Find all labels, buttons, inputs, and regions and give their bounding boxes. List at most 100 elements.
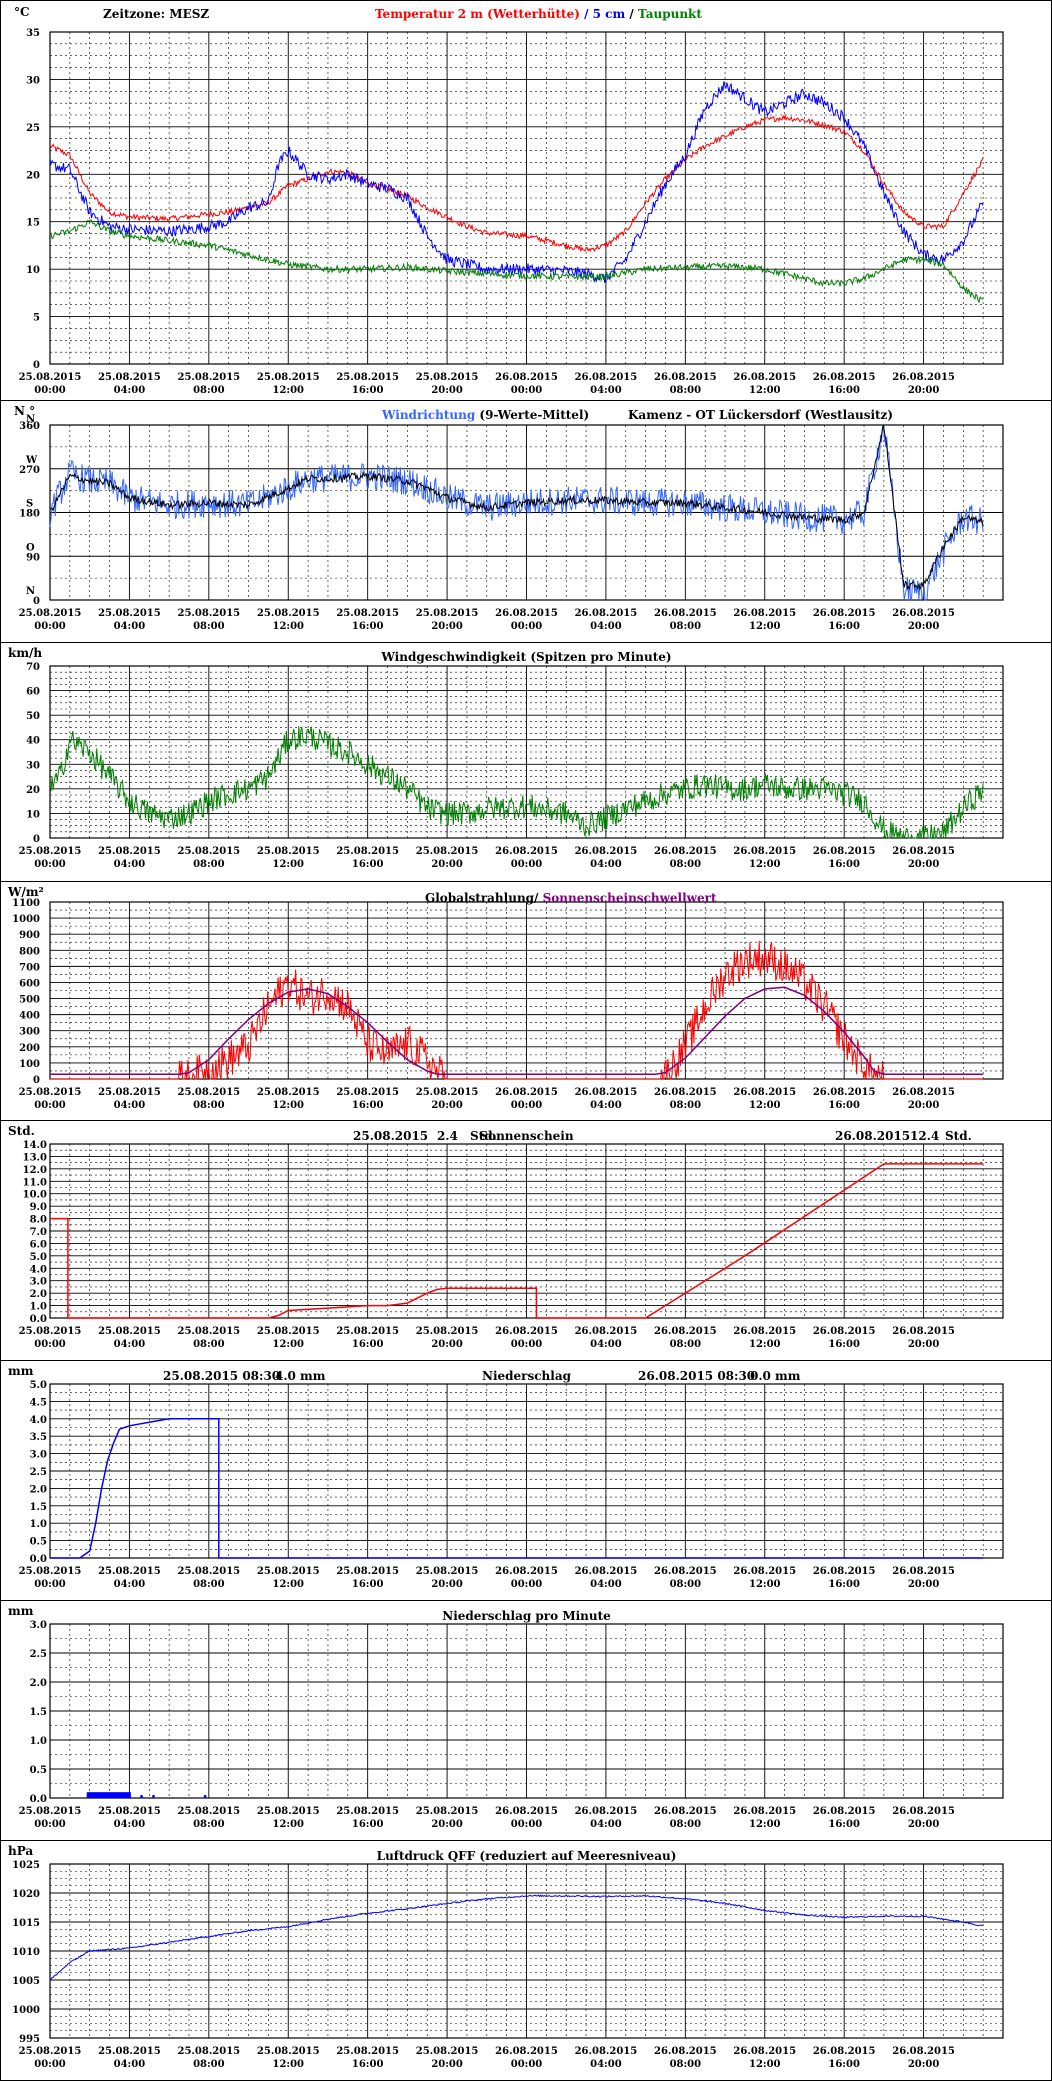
x-tick-label-date: 25.08.2015 bbox=[257, 1566, 320, 1577]
precip-bar bbox=[98, 1792, 102, 1798]
x-tick-label-date: 26.08.2015 bbox=[892, 372, 955, 383]
precip-bar bbox=[112, 1792, 116, 1798]
x-tick-label-date: 25.08.2015 bbox=[416, 1566, 479, 1577]
unit-label: mm bbox=[8, 1604, 34, 1618]
x-tick-label-date: 26.08.2015 bbox=[654, 608, 717, 619]
x-tick-label-time: 16:00 bbox=[352, 859, 384, 870]
y-tick-label: 1100 bbox=[12, 898, 40, 909]
series-layer bbox=[49, 81, 984, 304]
series-layer bbox=[49, 425, 984, 602]
x-tick-label-date: 26.08.2015 bbox=[495, 1326, 558, 1337]
y-tick-label: 13.0 bbox=[23, 1152, 47, 1163]
precip-bar bbox=[100, 1792, 104, 1798]
y-tick-label: 4.5 bbox=[30, 1397, 47, 1408]
y-tick-label: 10.0 bbox=[23, 1190, 47, 1201]
y-tick-label: 5.0 bbox=[30, 1380, 47, 1391]
x-tick-label-time: 08:00 bbox=[193, 385, 225, 396]
y-tick-label: 30 bbox=[26, 760, 40, 771]
series-windrichtung bbox=[49, 425, 984, 602]
y-tick-label: 995 bbox=[19, 2034, 40, 2045]
x-tick-label-time: 08:00 bbox=[670, 1100, 702, 1111]
unit-label: W/m² bbox=[7, 885, 44, 899]
chart-title-part: 5 cm bbox=[593, 7, 626, 21]
x-tick-label-time: 20:00 bbox=[431, 385, 463, 396]
grid bbox=[49, 1863, 1004, 2039]
precip-bar bbox=[114, 1792, 118, 1798]
y-tick-label: 700 bbox=[19, 962, 40, 973]
x-tick-label-date: 26.08.2015 bbox=[813, 1566, 876, 1577]
x-tick-label-time: 04:00 bbox=[114, 385, 146, 396]
y-tick-label: 0.0 bbox=[30, 1794, 47, 1805]
x-tick-label-date: 26.08.2015 bbox=[813, 1326, 876, 1337]
y-tick-label: 12.0 bbox=[23, 1165, 47, 1176]
chart-title-part: / bbox=[625, 7, 638, 21]
x-tick-label-time: 08:00 bbox=[193, 2059, 225, 2070]
y-tick-label: 1025 bbox=[12, 1860, 40, 1871]
plot-frame bbox=[49, 1863, 1004, 2039]
chart-title: Luftdruck QFF (reduziert auf Meeresnivea… bbox=[377, 1849, 677, 1863]
annotation-date: 26.08.2015 08:30 bbox=[638, 1369, 755, 1383]
x-tick-label-date: 25.08.2015 bbox=[178, 372, 241, 383]
y-tick-label: 30 bbox=[26, 75, 40, 86]
direction-label: W bbox=[25, 455, 38, 466]
x-tick-label-time: 16:00 bbox=[828, 1819, 860, 1830]
x-tick-label-time: 00:00 bbox=[511, 1100, 543, 1111]
plot-frame bbox=[49, 1143, 1004, 1319]
x-tick-label-date: 25.08.2015 bbox=[336, 1326, 399, 1337]
x-tick-label-date: 25.08.2015 bbox=[416, 608, 479, 619]
series-globalstrahlung bbox=[50, 940, 984, 1080]
y-tick-label: 2.5 bbox=[30, 1467, 47, 1478]
x-tick-label-time: 08:00 bbox=[670, 859, 702, 870]
x-tick-label-date: 25.08.2015 bbox=[19, 846, 82, 857]
precip-bar bbox=[96, 1792, 100, 1798]
x-tick-label-date: 25.08.2015 bbox=[336, 1087, 399, 1098]
x-tick-label-time: 12:00 bbox=[749, 621, 781, 632]
x-tick-label-date: 26.08.2015 bbox=[495, 372, 558, 383]
y-tick-label: 50 bbox=[26, 711, 40, 722]
y-tick-label: 800 bbox=[19, 946, 40, 957]
x-tick-label-date: 25.08.2015 bbox=[19, 2046, 82, 2057]
y-tick-label: 25 bbox=[26, 123, 40, 134]
x-tick-label-date: 26.08.2015 bbox=[733, 1087, 796, 1098]
y-tick-label: 5 bbox=[33, 313, 40, 324]
plot-frame bbox=[49, 1623, 1004, 1799]
x-tick-label-time: 20:00 bbox=[908, 1819, 940, 1830]
x-tick-label-date: 26.08.2015 bbox=[892, 1087, 955, 1098]
y-tick-label: 0.5 bbox=[30, 1765, 47, 1776]
x-tick-label-date: 25.08.2015 bbox=[98, 372, 161, 383]
x-tick-label-date: 26.08.2015 bbox=[495, 1566, 558, 1577]
x-tick-label-time: 00:00 bbox=[511, 385, 543, 396]
x-tick-label-date: 26.08.2015 bbox=[495, 608, 558, 619]
x-tick-label-time: 12:00 bbox=[272, 2059, 304, 2070]
x-tick-label-date: 26.08.2015 bbox=[733, 608, 796, 619]
y-tick-label: 70 bbox=[26, 662, 40, 673]
y-tick-label: 1.5 bbox=[30, 1502, 47, 1513]
y-tick-label: 400 bbox=[19, 1011, 40, 1022]
annotation-unit: mm bbox=[775, 1369, 801, 1383]
x-tick-label-time: 12:00 bbox=[272, 859, 304, 870]
y-tick-label: 3.5 bbox=[30, 1432, 47, 1443]
y-tick-label: 8.0 bbox=[30, 1215, 47, 1226]
timezone-label: Zeitzone: MESZ bbox=[103, 7, 209, 21]
chart-title: Windrichtung (9-Werte-Mittel) bbox=[381, 408, 589, 422]
x-tick-label-time: 00:00 bbox=[34, 621, 66, 632]
x-tick-label-time: 16:00 bbox=[352, 1579, 384, 1590]
panel-wind-direction: 0 90 180 270 360 25.08.2015 00:00 25.08.2015 04:… bbox=[0, 400, 1052, 632]
x-tick-label-date: 26.08.2015 bbox=[495, 846, 558, 857]
x-tick-label-time: 00:00 bbox=[511, 2059, 543, 2070]
y-tick-label: 360 bbox=[19, 421, 40, 432]
x-tick-label-time: 00:00 bbox=[511, 621, 543, 632]
x-tick-label-time: 00:00 bbox=[511, 1339, 543, 1350]
chart-title: Windgeschwindigkeit (Spitzen pro Minute) bbox=[380, 650, 671, 664]
series-taupunkt bbox=[49, 219, 984, 304]
x-tick-label-time: 04:00 bbox=[114, 1100, 146, 1111]
series-layer bbox=[86, 1792, 207, 1798]
x-tick-label-time: 00:00 bbox=[34, 859, 66, 870]
x-tick-label-date: 25.08.2015 bbox=[257, 372, 320, 383]
x-tick-label-date: 26.08.2015 bbox=[575, 846, 638, 857]
y-tick-label: 0.5 bbox=[30, 1537, 47, 1548]
x-tick-label-time: 20:00 bbox=[908, 1100, 940, 1111]
precip-bar bbox=[152, 1795, 155, 1798]
x-tick-label-date: 25.08.2015 bbox=[336, 372, 399, 383]
